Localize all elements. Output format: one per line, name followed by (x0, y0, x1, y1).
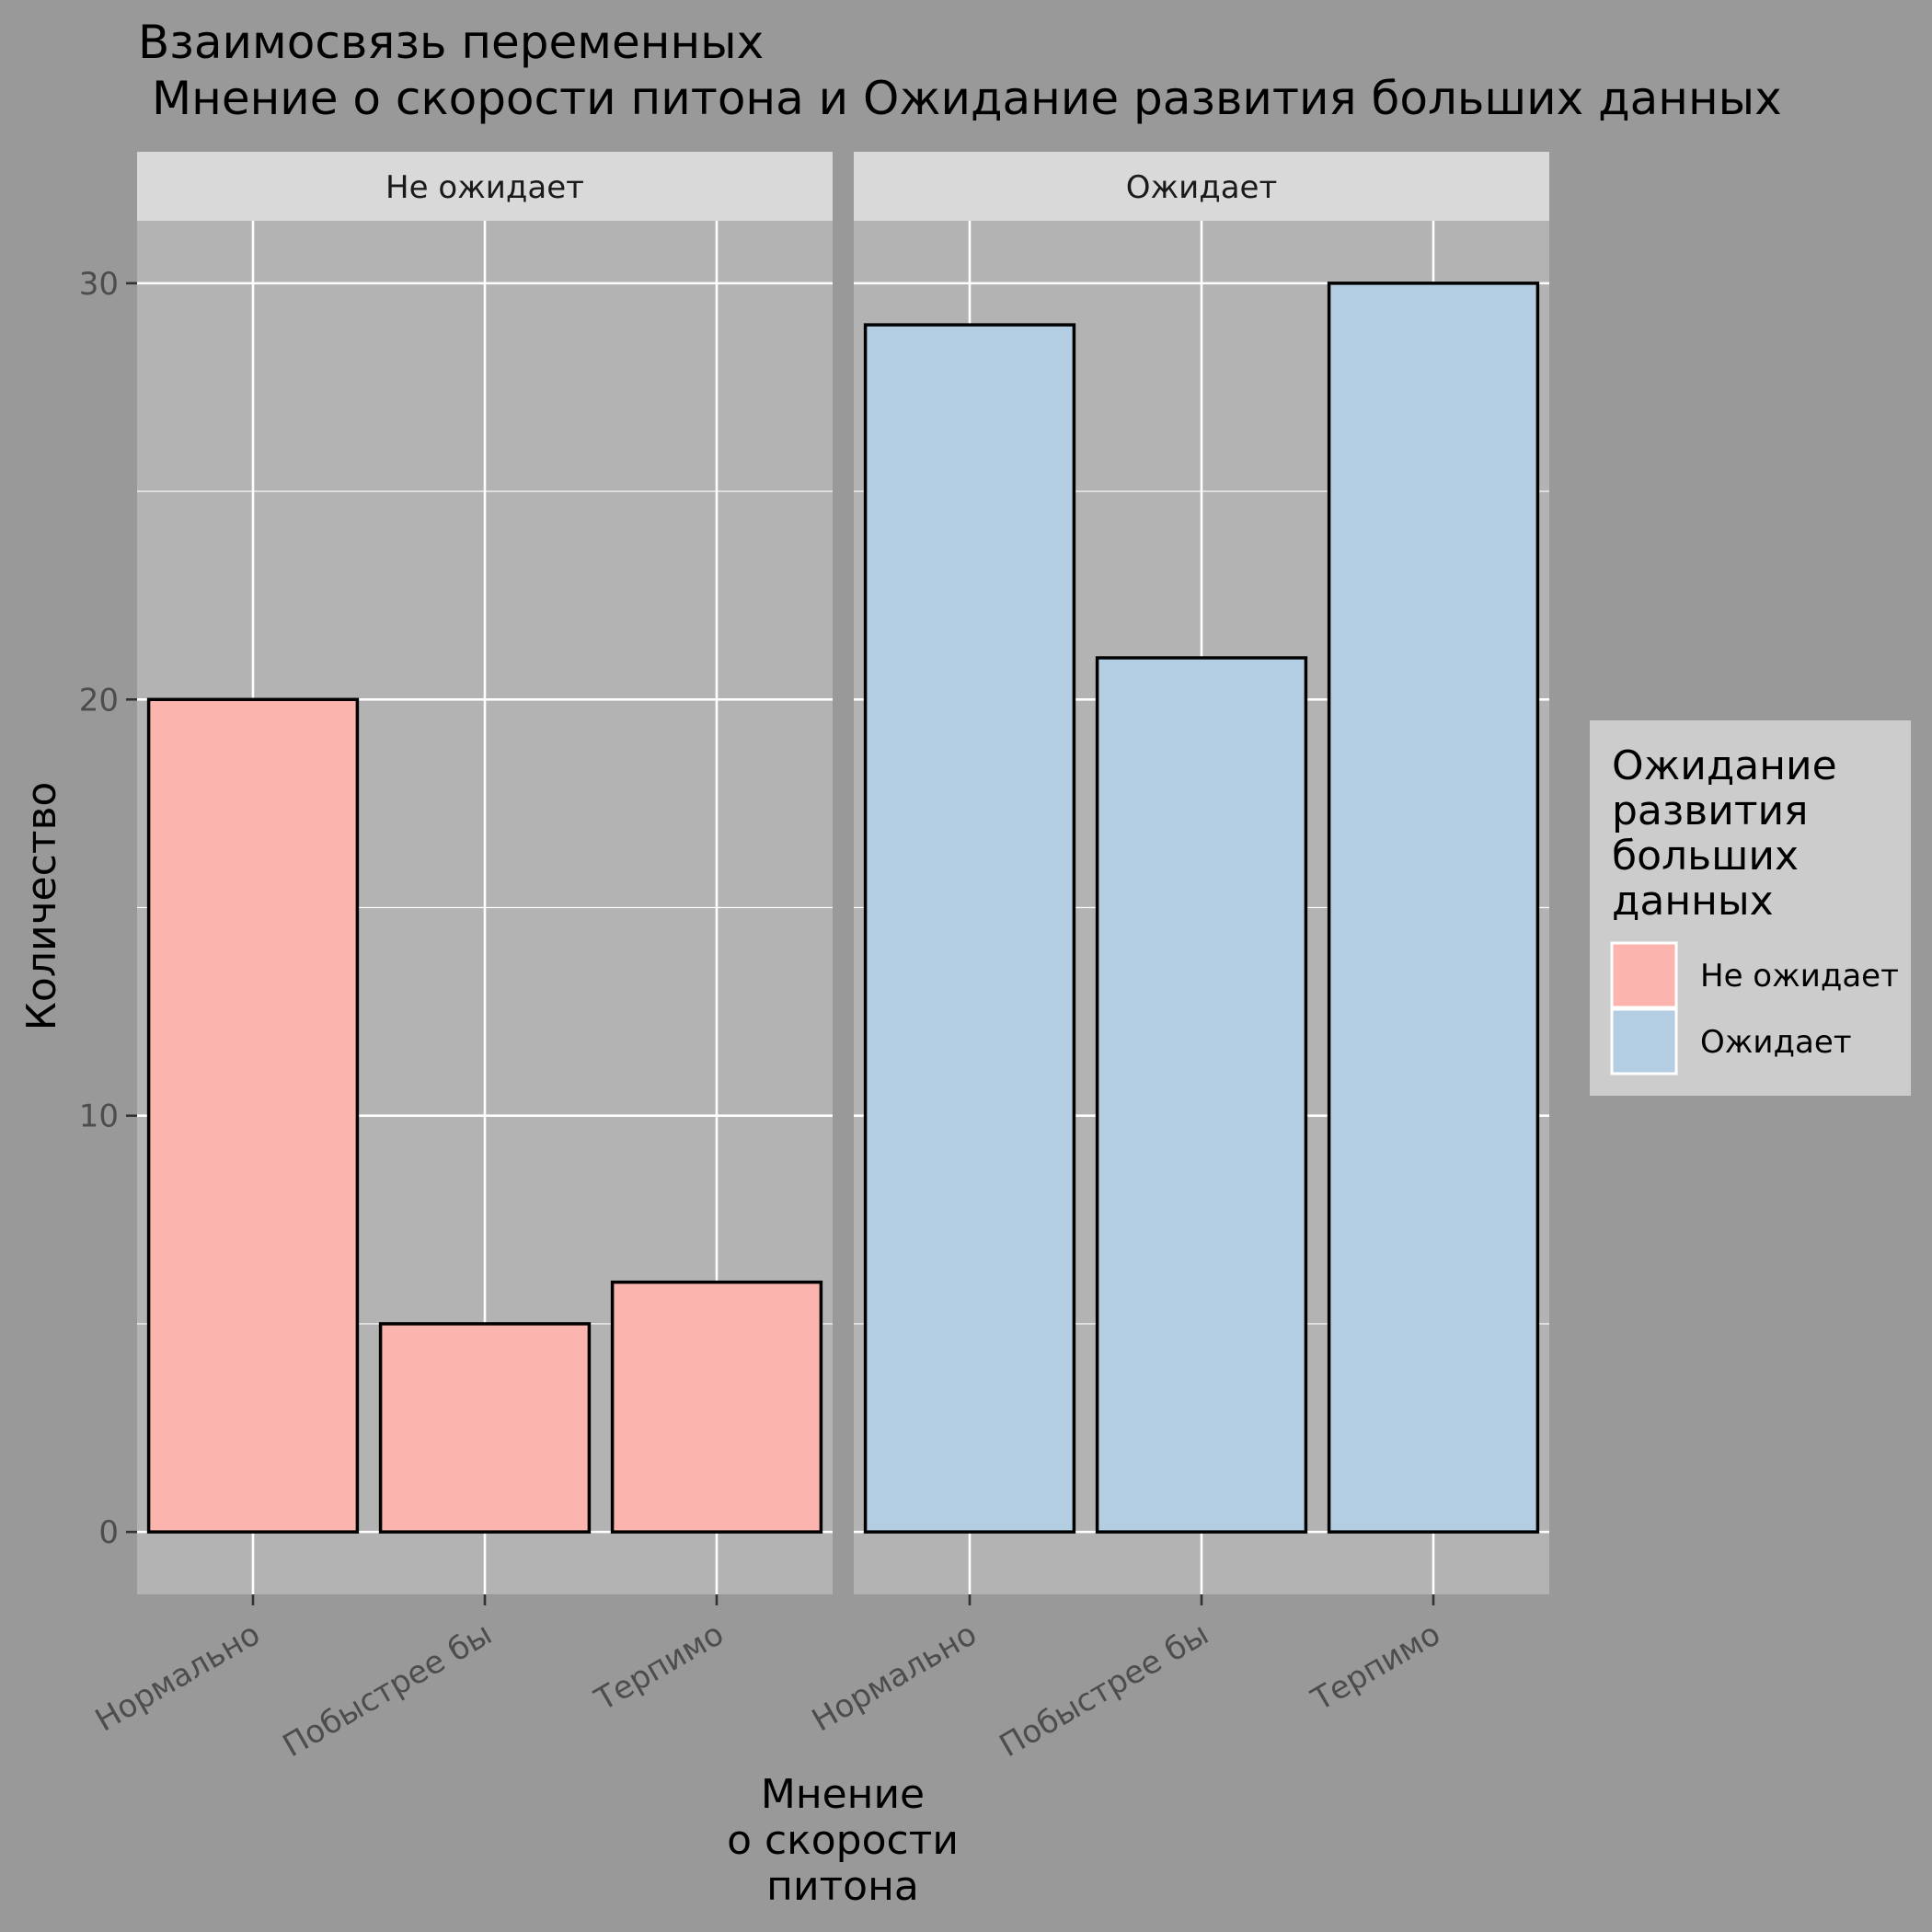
facet-strip-1 (854, 152, 1549, 221)
legend-key-0 (1610, 941, 1678, 1009)
facet-strip-0 (137, 152, 833, 221)
x-tick-label: Побыстрее бы (994, 1616, 1215, 1765)
bar-1-1 (1095, 656, 1308, 1534)
x-axis-title-line-2: питона (766, 1863, 919, 1910)
legend-title-line-2: больших (1612, 833, 1799, 880)
legend-label-0: Не ожидает (1700, 958, 1899, 995)
legend-key-1 (1610, 1007, 1678, 1075)
y-tick-label: 20 (79, 682, 119, 719)
bar-1-2 (1327, 282, 1540, 1534)
x-tick-label: Побыстрее бы (277, 1616, 499, 1765)
legend-label-1: Ожидает (1700, 1024, 1852, 1061)
legend-title-line-0: Ожидание (1612, 742, 1837, 789)
y-tick-label: 0 (98, 1514, 119, 1551)
bar-0-2 (610, 1280, 823, 1534)
bar-1-0 (863, 323, 1076, 1534)
legend-title-line-1: развития (1612, 788, 1809, 834)
bar-0-1 (378, 1322, 592, 1534)
x-tick-label: Терпимо (1305, 1616, 1446, 1719)
facet-strip-label-0: Не ожидает (385, 169, 584, 206)
chart-title-line-0: Взаимосвязь переменных (138, 16, 764, 69)
y-tick-label: 30 (79, 266, 119, 303)
x-tick-label: Терпимо (588, 1616, 730, 1719)
bar-0-0 (146, 697, 360, 1534)
x-tick-label: Нормально (806, 1616, 983, 1739)
legend-title-line-3: данных (1612, 878, 1774, 925)
facet-strip-label-1: Ожидает (1126, 169, 1278, 206)
y-axis-title: Количество (18, 782, 65, 1031)
y-tick-label: 10 (79, 1098, 119, 1135)
x-axis-title-line-1: о скорости (727, 1817, 959, 1864)
x-axis-title-line-0: Мнение (761, 1771, 925, 1818)
x-tick-label: Нормально (89, 1616, 267, 1739)
chart-title-line-1: Мнение о скорости питона и Ожидание разв… (152, 72, 1782, 125)
